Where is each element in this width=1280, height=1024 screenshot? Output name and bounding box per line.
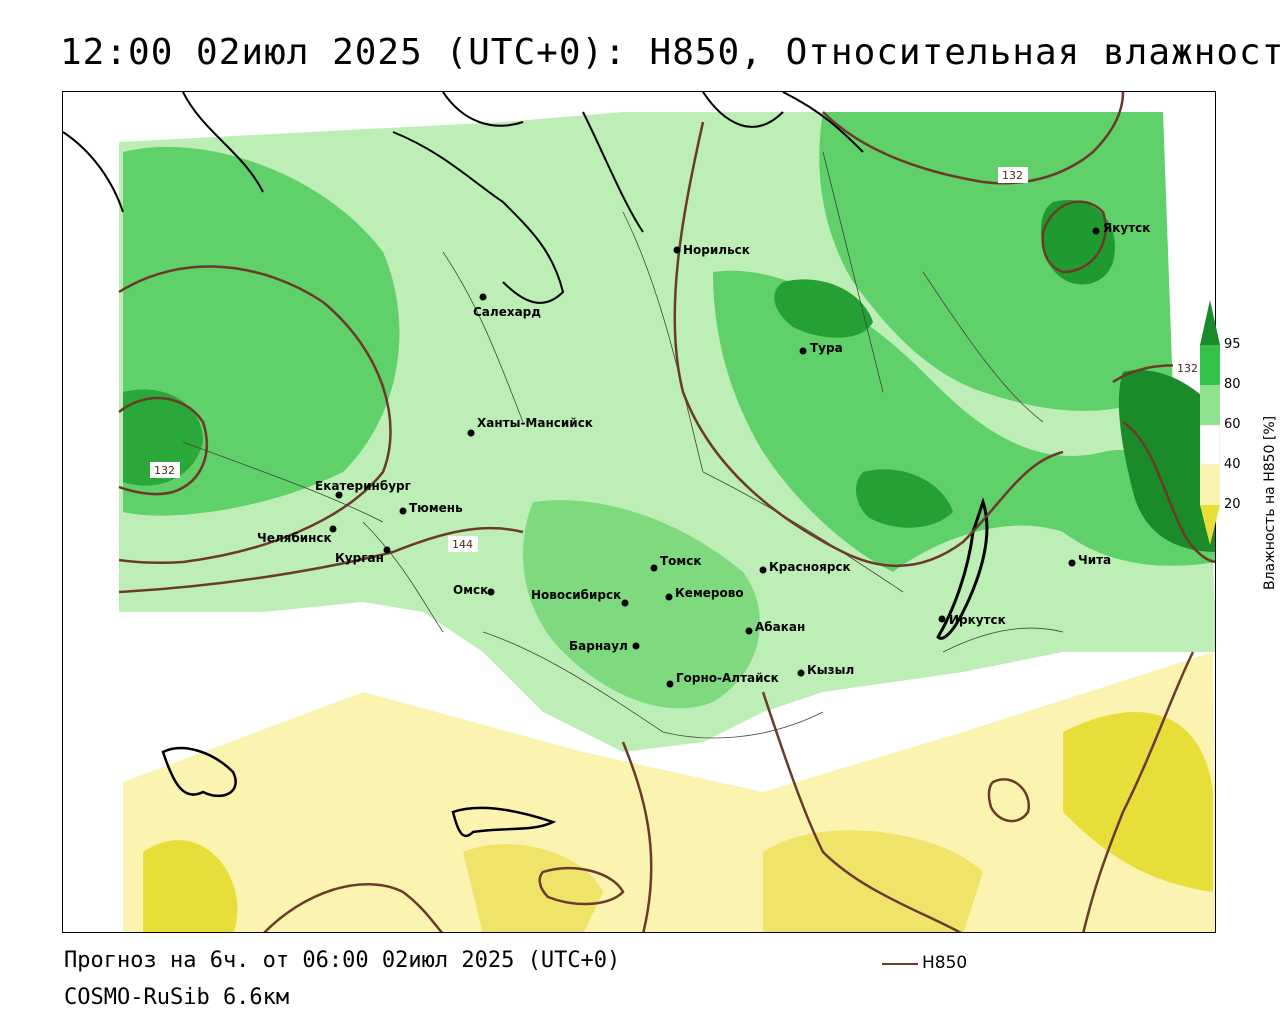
h850-contour [987,778,1031,823]
humidity-zone-very-low [1063,712,1213,892]
city-norilsk: Норильск [673,243,750,257]
colorbar-tick-20: 20 [1224,497,1241,512]
svg-text:Тура: Тура [810,341,843,355]
city-chita: Чита [1068,553,1111,567]
svg-text:Омск: Омск [453,583,488,597]
h850-contour [673,121,1064,568]
contour-label-4: 144 [448,536,478,552]
contour-label-3: 132 [1173,360,1203,376]
humidity-zone-very-high [774,279,873,338]
humidity-zone-very-high [1118,370,1215,552]
city-barnaul: Барнаул [569,639,640,653]
city-krasnoyarsk: Красноярск [759,560,851,574]
colorbar-tick-60: 60 [1224,417,1241,432]
caspian-coast [161,746,237,798]
svg-text:Красноярск: Красноярск [769,560,851,574]
svg-text:Тюмень: Тюмень [409,501,463,515]
colorbar-tick-80: 80 [1224,377,1241,392]
colorbar-band-20-40 [1200,465,1220,505]
city-novosibirsk: Новосибирск [531,588,629,607]
humidity-zone-high [819,112,1173,411]
colorbar-tick-40: 40 [1224,457,1241,472]
city-tyumen: Тюмень [399,501,463,515]
humidity-zone-very-low [463,844,603,932]
map-title: 12:00 02июл 2025 (UTC+0): H850, Относите… [60,32,1280,73]
city-yekaterinburg: Екатеринбург [315,479,411,499]
humidity-zone-high [713,270,1215,572]
humidity-zone-very-low [143,840,238,932]
colorbar-tick-95: 95 [1224,337,1241,352]
svg-text:132: 132 [1002,169,1023,182]
h850-contour [118,265,392,565]
svg-text:Барнаул: Барнаул [569,639,628,653]
svg-text:Чита: Чита [1078,553,1111,567]
svg-text:Екатеринбург: Екатеринбург [315,479,411,493]
colorbar-top-arrow [1200,300,1220,345]
h850-contour [1041,200,1107,274]
city-tura: Тура [799,341,843,355]
coastline [63,92,864,304]
city-gorno-altaysk: Горно-Алтайск [666,671,779,688]
city-kyzyl: Кызыл [797,663,854,677]
colorbar-band-60-80 [1200,385,1220,425]
humidity-zone-very-high [856,469,953,528]
svg-text:Иркутск: Иркутск [949,613,1006,627]
city-salekhard: Салехард [473,293,541,319]
svg-text:Кемерово: Кемерово [675,586,744,600]
humidity-zone-very-low [763,830,983,932]
svg-text:Горно-Алтайск: Горно-Алтайск [676,671,779,685]
h850-contour [761,691,962,932]
map-frame: 132 132 132 144 Якутск Норильск Салехард… [62,91,1216,933]
lake-baikal [936,497,989,640]
colorbar-band-80-95 [1200,345,1220,385]
h850-contour [1122,420,1215,564]
balkhash-coast [451,806,557,838]
h850-contour [538,866,625,906]
city-chelyabinsk: Челябинск [257,525,337,545]
svg-text:Новосибирск: Новосибирск [531,588,621,602]
svg-text:Норильск: Норильск [683,243,750,257]
svg-text:Якутск: Якутск [1103,221,1150,235]
svg-text:144: 144 [452,538,473,551]
svg-text:Курган: Курган [335,551,384,565]
contour-label-2: 132 [150,462,180,478]
h850-contour [621,741,653,932]
city-tomsk: Томск [650,554,702,572]
h850-legend-line [882,963,918,965]
svg-text:132: 132 [1177,362,1198,375]
svg-text:Челябинск: Челябинск [257,531,332,545]
city-abakan: Абакан [745,620,805,635]
city-kurgan: Курган [335,546,391,565]
humidity-colorbar [1200,300,1220,545]
colorbar-title: Влажность на H850 [%] [1262,415,1278,590]
model-info: COSMO-RuSib 6.6км [64,985,290,1010]
humidity-zone-very-high [1041,200,1115,285]
humidity-zone-very-high [123,389,203,486]
city-kemerovo: Кемерово [665,586,744,601]
map-canvas: 132 132 132 144 Якутск Норильск Салехард… [63,92,1215,932]
svg-text:Кызыл: Кызыл [807,663,854,677]
svg-text:132: 132 [154,464,175,477]
admin-borders [182,151,1064,739]
city-yakutsk: Якутск [1092,221,1150,235]
city-irkutsk: Иркутск [938,613,1006,627]
h850-contour [118,396,208,496]
h850-contour [118,526,524,594]
colorbar-band-40-60 [1200,424,1220,466]
h850-legend-label: H850 [922,953,968,973]
city-khanty-mansiysk: Ханты-Мансийск [467,416,593,437]
h850-contour [1082,651,1195,932]
city-omsk: Омск [453,583,495,597]
humidity-zone-high [523,500,760,709]
contour-label-1: 132 [998,167,1028,183]
forecast-info: Прогноз на 6ч. от 06:00 02июл 2025 (UTC+… [64,948,621,973]
svg-text:Томск: Томск [660,554,702,568]
svg-text:Ханты-Мансийск: Ханты-Мансийск [477,416,593,430]
h850-contour [263,883,443,932]
colorbar-bottom-arrow [1200,505,1220,545]
svg-text:Абакан: Абакан [755,620,805,634]
svg-text:Салехард: Салехард [473,305,541,319]
